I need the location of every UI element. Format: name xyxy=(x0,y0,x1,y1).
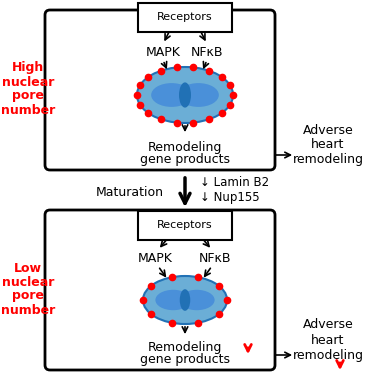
Text: MAPK: MAPK xyxy=(146,45,180,58)
Ellipse shape xyxy=(143,276,227,324)
Text: heart: heart xyxy=(311,333,345,346)
Text: ↓ Lamin B2: ↓ Lamin B2 xyxy=(200,177,269,189)
Ellipse shape xyxy=(179,290,214,310)
Text: Receptors: Receptors xyxy=(157,12,213,22)
Text: heart: heart xyxy=(311,138,345,152)
Ellipse shape xyxy=(155,290,191,310)
Text: number: number xyxy=(1,303,55,316)
Text: Low: Low xyxy=(14,261,42,274)
Ellipse shape xyxy=(178,83,219,107)
Ellipse shape xyxy=(151,83,192,107)
FancyBboxPatch shape xyxy=(45,10,275,170)
Text: High: High xyxy=(12,62,44,75)
Text: remodeling: remodeling xyxy=(292,153,363,166)
Text: pore: pore xyxy=(12,90,44,102)
Text: nuclear: nuclear xyxy=(2,276,54,288)
Text: NFκB: NFκB xyxy=(191,45,223,58)
Text: number: number xyxy=(1,104,55,117)
Text: Receptors: Receptors xyxy=(157,220,213,230)
Text: Adverse: Adverse xyxy=(303,123,353,136)
FancyBboxPatch shape xyxy=(138,211,232,240)
Ellipse shape xyxy=(180,289,190,311)
Text: remodeling: remodeling xyxy=(292,348,363,361)
Text: ↓ Nup155: ↓ Nup155 xyxy=(200,192,260,204)
FancyBboxPatch shape xyxy=(45,210,275,370)
Text: Remodeling: Remodeling xyxy=(148,340,222,354)
Text: MAPK: MAPK xyxy=(138,252,172,264)
Ellipse shape xyxy=(179,82,191,108)
Text: pore: pore xyxy=(12,290,44,303)
Text: Remodeling: Remodeling xyxy=(148,141,222,153)
Text: Adverse: Adverse xyxy=(303,318,353,332)
Text: gene products: gene products xyxy=(140,153,230,165)
Text: NFκB: NFκB xyxy=(199,252,231,264)
Text: Maturation: Maturation xyxy=(96,186,164,198)
FancyBboxPatch shape xyxy=(138,3,232,32)
Text: gene products: gene products xyxy=(140,352,230,366)
Ellipse shape xyxy=(137,67,233,123)
Text: nuclear: nuclear xyxy=(2,75,54,88)
